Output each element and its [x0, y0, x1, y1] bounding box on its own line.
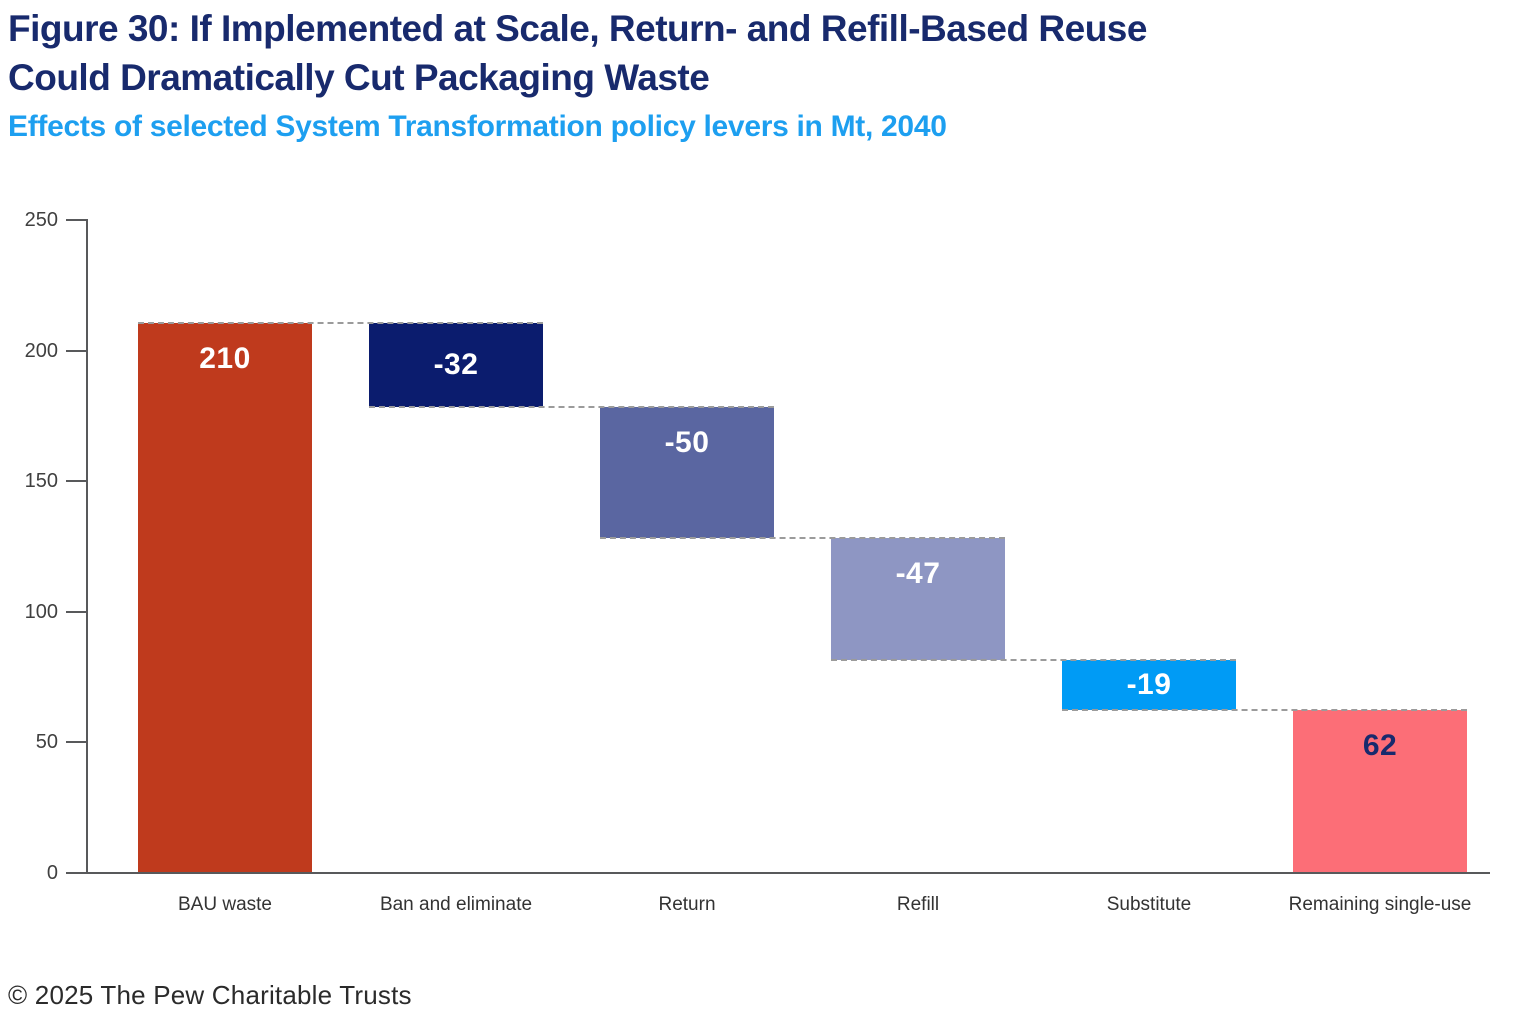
bar-value-label: 62 [1362, 729, 1398, 763]
bar-substitute [1062, 660, 1236, 711]
category-label: Substitute [1106, 894, 1192, 915]
x-axis-line [66, 872, 1490, 874]
y-axis-tick [66, 610, 86, 613]
y-axis-tick [66, 349, 86, 352]
connector-line [1062, 709, 1467, 712]
bar-bau-waste [138, 323, 312, 872]
connector-line [600, 536, 1005, 539]
y-axis-tick-label: 50 [35, 731, 58, 754]
y-axis-tick [66, 741, 86, 744]
category-label: BAU waste [178, 894, 272, 915]
bar-return [600, 407, 774, 538]
y-axis-tick-label: 250 [24, 209, 58, 231]
bar-remaining-single-use [1293, 710, 1467, 872]
figure-header: Figure 30: If Implemented at Scale, Retu… [8, 4, 1508, 144]
y-axis-tick-label: 200 [24, 339, 58, 362]
y-axis-tick [66, 480, 86, 483]
category-label: Ban and eliminate [379, 894, 533, 915]
y-axis-tick [66, 872, 86, 874]
connector-line [138, 322, 543, 325]
bar-value-label: 210 [199, 342, 251, 376]
bar-value-label: -50 [664, 426, 710, 460]
y-axis-tick [66, 219, 86, 221]
y-axis-tick-label: 0 [46, 862, 58, 884]
figure-subtitle: Effects of selected System Transformatio… [8, 110, 947, 143]
y-axis-tick-label: 150 [24, 470, 58, 493]
category-label: Return [658, 894, 716, 915]
connector-line [369, 406, 774, 409]
category-label: Remaining single-use [1288, 894, 1472, 915]
y-axis-line [86, 219, 88, 872]
bar-value-label: -32 [433, 348, 479, 382]
y-axis-tick-label: 100 [24, 600, 58, 623]
figure-title: Figure 30: If Implemented at Scale, Retu… [8, 8, 1147, 98]
category-label: Refill [896, 894, 940, 915]
copyright-text: © 2025 The Pew Charitable Trusts [8, 980, 412, 1010]
bar-value-label: -19 [1126, 668, 1172, 702]
bar-value-label: -47 [895, 556, 941, 590]
connector-line [831, 659, 1236, 662]
bar-ban-and-eliminate [369, 323, 543, 408]
bar-refill [831, 537, 1005, 661]
